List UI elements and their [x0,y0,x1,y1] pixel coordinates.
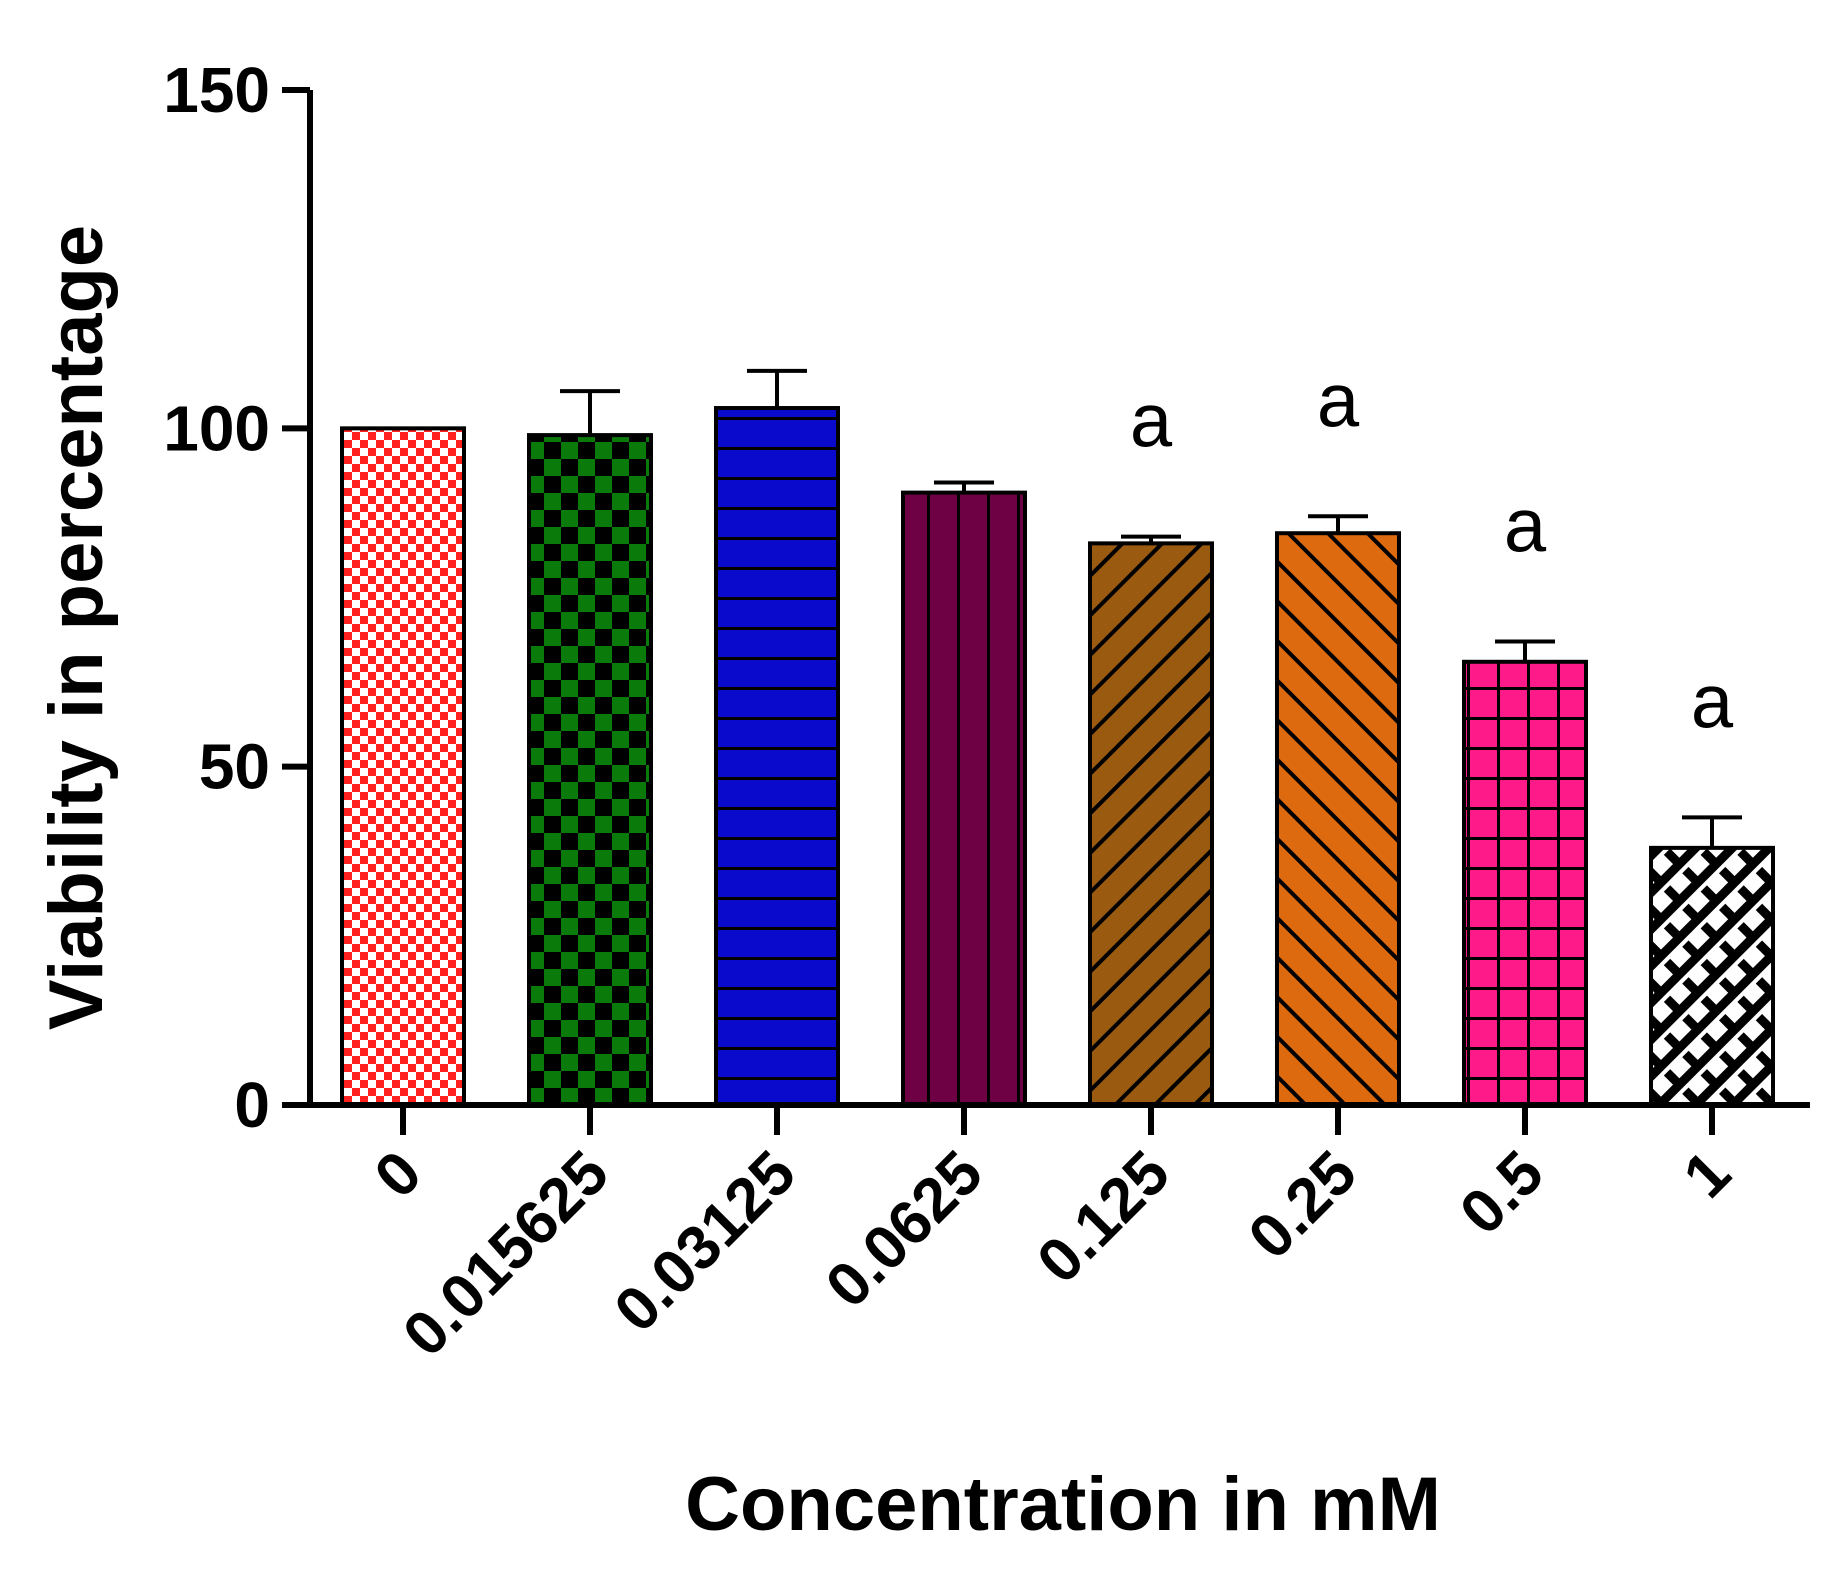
error-bar [560,389,620,436]
x-tick-label: 0.25 [1236,1138,1370,1272]
bars-layer [340,406,1775,1108]
significance-annotation: a [1691,659,1734,744]
bar [1462,659,1588,1107]
y-tick-label: 50 [199,731,270,803]
y-axis-title: Viability in percentage [34,225,119,1030]
bar [714,406,840,1107]
y-tick-label: 0 [234,1069,270,1141]
x-tick-label: 0.015625 [390,1138,622,1370]
x-tick-label: 0 [362,1138,435,1211]
error-bar [1308,514,1368,534]
error-bar [934,480,994,493]
x-tick-label: 1 [1671,1138,1744,1211]
x-tick-label: 0.5 [1447,1138,1557,1248]
bar [901,490,1027,1108]
error-bar [747,368,807,409]
x-tick-label: 0.03125 [602,1138,809,1345]
y-tick-label: 150 [163,54,270,126]
bar [527,433,653,1108]
bar [1275,531,1401,1107]
error-bar [1682,815,1742,848]
x-tick-label: 0.125 [1024,1138,1183,1297]
x-axis-title: Concentration in mM [685,1462,1441,1547]
significance-annotation: a [1504,483,1547,568]
y-tick-label: 100 [163,392,270,464]
significance-annotation: a [1130,379,1173,464]
y-ticks-layer: 0 50 100 150 [163,54,310,1141]
x-tick-label: 0.0625 [813,1138,996,1321]
bar [1088,541,1214,1107]
error-bar [1121,534,1181,544]
error-bar [1495,639,1555,662]
error-bars-layer [560,368,1742,848]
bar [1649,845,1775,1107]
bar [340,426,466,1108]
significance-annotation: a [1317,358,1360,443]
annotations-layer: a a a a [1130,358,1734,744]
